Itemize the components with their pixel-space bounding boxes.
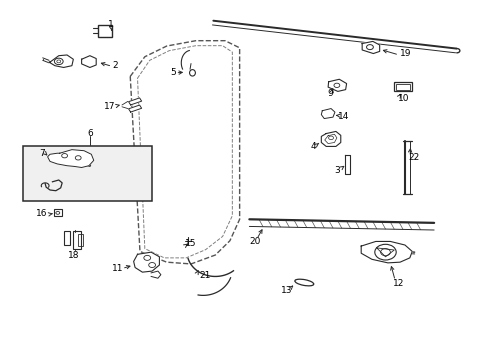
Text: 11: 11 (112, 264, 123, 273)
Text: 10: 10 (397, 94, 409, 103)
Text: 14: 14 (337, 112, 348, 121)
Text: 6: 6 (87, 129, 93, 138)
Bar (54, 209, 61, 216)
Text: 12: 12 (393, 279, 404, 288)
Ellipse shape (189, 69, 195, 76)
Ellipse shape (294, 279, 313, 286)
Bar (393, 82, 411, 91)
Text: 2: 2 (112, 61, 118, 70)
Text: 8: 8 (85, 161, 91, 170)
Polygon shape (361, 242, 411, 263)
Bar (23, 146, 152, 202)
Text: 22: 22 (407, 153, 419, 162)
Text: 17: 17 (103, 102, 115, 111)
Bar (73, 231, 81, 249)
Text: 21: 21 (199, 271, 210, 280)
Polygon shape (133, 252, 159, 272)
Polygon shape (321, 131, 340, 147)
Text: 20: 20 (249, 237, 261, 246)
Text: 4: 4 (309, 142, 315, 151)
Polygon shape (327, 79, 346, 91)
Text: 1: 1 (108, 20, 114, 29)
Polygon shape (128, 98, 142, 105)
Polygon shape (321, 109, 334, 118)
Text: 7: 7 (39, 149, 44, 158)
Text: 15: 15 (185, 239, 196, 248)
Text: 9: 9 (327, 89, 333, 98)
Text: 16: 16 (36, 210, 47, 219)
Bar (78, 234, 83, 246)
Text: 5: 5 (170, 68, 176, 77)
Text: 3: 3 (333, 166, 339, 175)
Text: 13: 13 (280, 286, 291, 295)
Polygon shape (81, 56, 96, 67)
Text: 18: 18 (67, 251, 79, 260)
Text: 19: 19 (399, 49, 410, 58)
Bar (98, 24, 112, 37)
Polygon shape (49, 55, 73, 67)
Bar (63, 231, 70, 245)
Polygon shape (362, 41, 379, 54)
Polygon shape (128, 105, 142, 112)
Polygon shape (344, 155, 350, 174)
Polygon shape (47, 150, 94, 167)
Bar (395, 84, 409, 90)
